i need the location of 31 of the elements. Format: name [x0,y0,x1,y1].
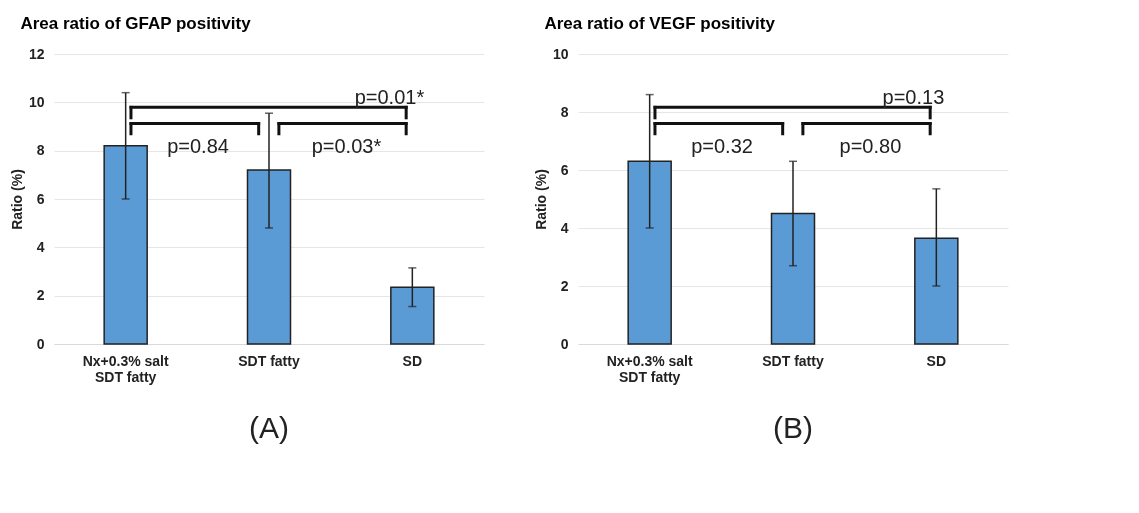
y-tick-label: 4 [560,219,569,236]
annotation: p=0.84 [167,134,229,157]
x-tick-label: Nx+0.3% salt SDT fatty [82,352,169,385]
y-tick-label: 2 [560,277,569,294]
y-tick-label: 6 [560,161,569,178]
chart-title: Area ratio of GFAP positivity [20,14,252,33]
y-axis-title: Ratio (%) [532,169,549,230]
y-tick-label: 0 [560,335,569,352]
y-tick-label: 8 [560,103,569,120]
chart-title: Area ratio of VEGF positivity [544,14,776,33]
x-tick-label: SDT fatty [238,352,300,369]
x-tick-label: SD [926,352,947,369]
y-tick-label: 10 [28,93,45,110]
annotation: p=0.13 [882,85,945,108]
x-tick-label: SDT fatty [762,352,824,369]
x-tick-label: Nx+0.3% salt SDT fatty [606,352,693,385]
y-tick-label: 4 [36,238,45,255]
annotation: p=0.80 [839,134,902,157]
y-tick-label: 6 [36,190,45,207]
x-tick-label: SD [402,352,423,369]
y-tick-label: 10 [552,45,569,62]
y-tick-label: 0 [36,335,45,352]
annotation: p=0.01* [354,85,425,108]
y-tick-label: 2 [36,287,45,304]
y-tick-label: 8 [36,142,45,159]
y-axis-title: Ratio (%) [8,169,25,230]
text: (B) [773,411,813,444]
annotation: p=0.03* [311,134,382,157]
annotation: p=0.32 [691,134,753,157]
y-tick-label: 12 [28,45,45,62]
text: (A) [249,411,289,444]
